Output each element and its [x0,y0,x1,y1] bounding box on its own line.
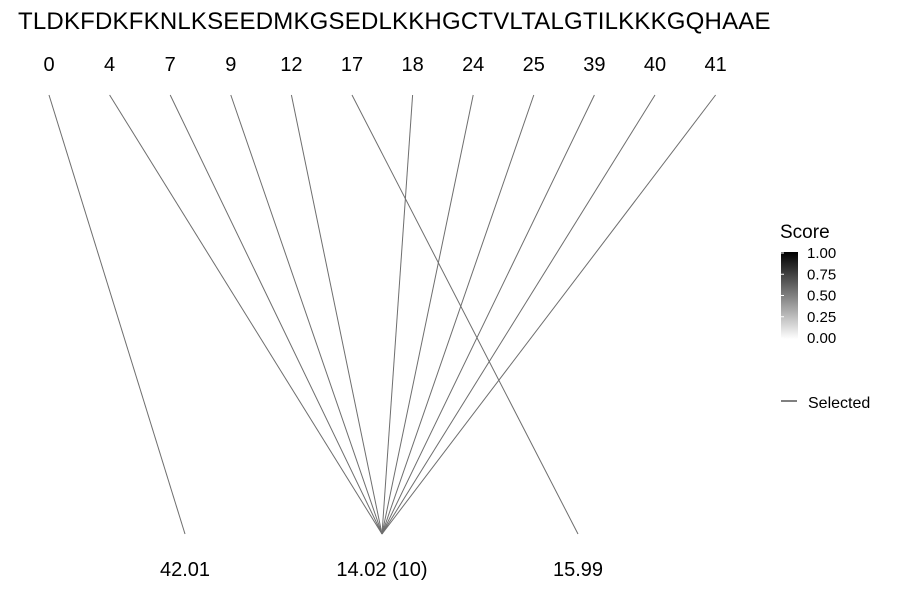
legend-score-ticks: 1.00 0.75 0.50 0.25 0.00 [781,245,836,347]
fragment-link-line [381,94,535,535]
position-label: 39 [583,54,605,76]
fragment-link-line [109,94,383,535]
legend-selected-label: Selected [808,395,870,412]
legend-tick-label: 0.50 [807,288,836,305]
legend-tick-label: 0.75 [807,266,836,283]
position-label: 41 [704,54,726,76]
fragment-link-line [381,94,474,535]
target-labels: 42.01 14.02 (10) 15.99 [160,559,603,581]
fragment-link-line [169,94,383,535]
position-label: 24 [462,54,484,76]
position-label: 18 [401,54,423,76]
target-label: 42.01 [160,559,210,581]
position-label: 4 [104,54,115,76]
fragment-link-line [381,94,595,535]
legend-score-title: Score [780,222,830,243]
legend-tick-label: 0.00 [807,330,836,347]
legend-tick-label: 1.00 [807,245,836,262]
position-label: 12 [280,54,302,76]
fragment-link-line [381,94,414,535]
fragment-link-line [381,94,656,535]
legend-tick-label: 0.25 [807,309,836,326]
position-label: 17 [341,54,363,76]
position-label: 7 [165,54,176,76]
position-label: 9 [225,54,236,76]
legend: Score 1.00 0.75 0.50 0.25 0.00 Selected [780,222,870,412]
fragment-link-line [351,94,579,535]
position-label: 25 [523,54,545,76]
peptide-sequence: TLDKFDKFKNLKSEEDMKGSEDLKKHGCTVLTALGTILKK… [18,8,771,35]
fragment-link-line [48,94,186,535]
target-label: 15.99 [553,559,603,581]
target-label: 14.02 (10) [336,559,427,581]
fragment-link-line [230,94,383,535]
links-layer [48,94,716,535]
fragment-link-line [381,94,716,535]
position-label: 40 [644,54,666,76]
fragment-link-line [290,94,383,535]
position-label: 0 [43,54,54,76]
legend-score-gradient [781,252,798,339]
position-labels: 0 4 7 9 12 17 18 24 25 39 40 41 [43,54,726,76]
